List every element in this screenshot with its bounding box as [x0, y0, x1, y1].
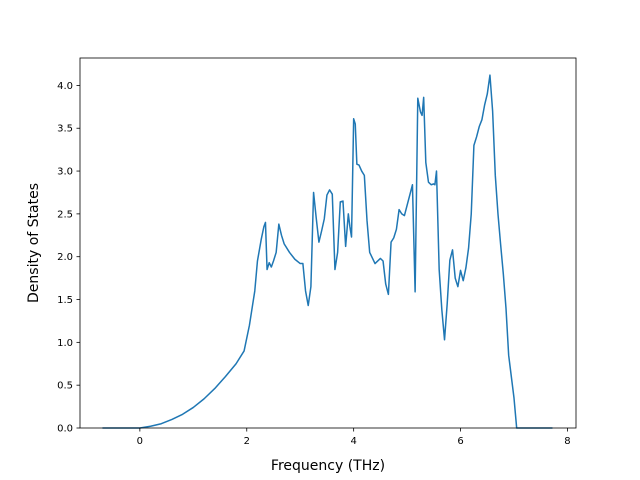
y-tick-label: 2.0	[57, 252, 73, 263]
y-tick-label: 3.5	[57, 124, 73, 135]
x-axis-ticks: 0 2 4 6 8	[137, 428, 571, 447]
y-tick-label: 4.0	[57, 81, 73, 92]
y-tick-label: 2.5	[57, 209, 73, 220]
x-axis-label: Frequency (THz)	[271, 458, 385, 474]
x-tick-label: 4	[350, 436, 356, 447]
y-tick-label: 0.5	[57, 381, 73, 392]
axes-frame	[79, 57, 577, 429]
dos-series-line	[102, 74, 553, 429]
y-tick-label: 3.0	[57, 167, 73, 178]
y-axis-ticks: 0.0 0.5 1.0 1.5 2.0 2.5 3.0 3.5 4.0	[57, 81, 80, 435]
x-tick-label: 0	[137, 436, 143, 447]
y-tick-label: 1.0	[57, 338, 73, 349]
x-tick-label: 6	[457, 436, 463, 447]
plot-area	[102, 74, 553, 429]
y-axis-label: Density of States	[26, 183, 42, 303]
x-tick-label: 2	[244, 436, 250, 447]
y-tick-label: 1.5	[57, 295, 73, 306]
x-tick-label: 8	[564, 436, 570, 447]
y-tick-label: 0.0	[57, 424, 73, 435]
